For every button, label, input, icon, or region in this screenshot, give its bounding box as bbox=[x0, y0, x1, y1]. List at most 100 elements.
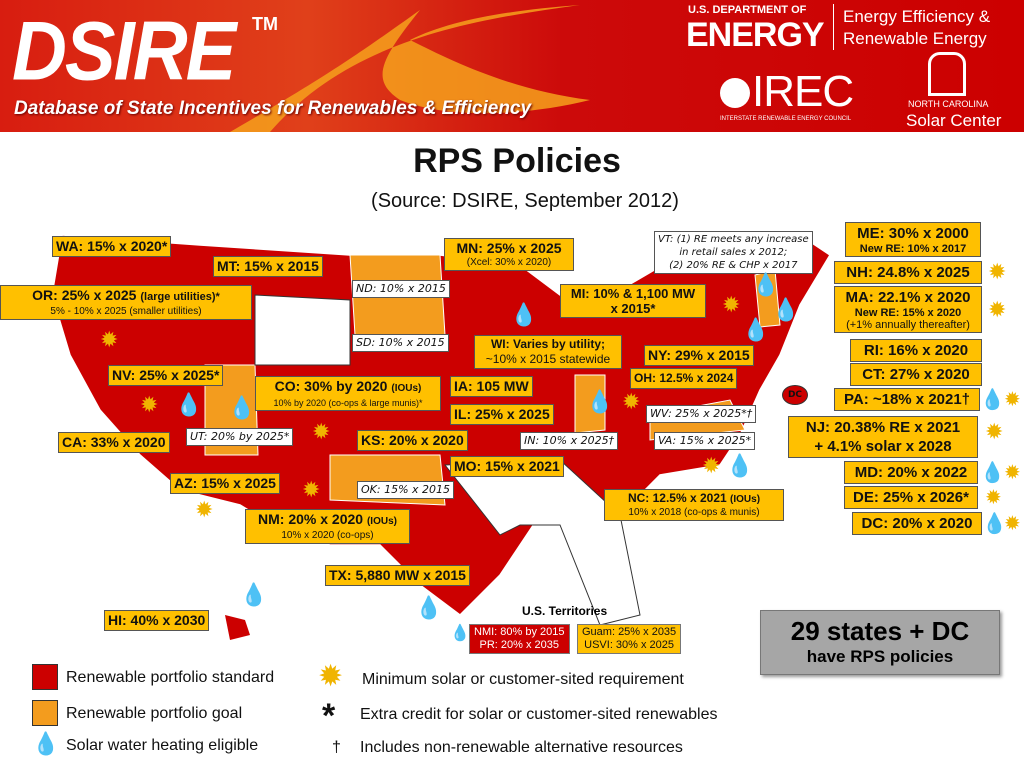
label-ia: IA: 105 MW bbox=[450, 376, 533, 397]
label-wv: WV: 25% x 2025*† bbox=[646, 405, 757, 423]
nj-2: + 4.1% solar x 2028 bbox=[814, 438, 952, 455]
legend-nonrenewable: Includes non-renewable alternative resou… bbox=[360, 739, 683, 756]
sun-icon: ✹ bbox=[318, 659, 344, 694]
label-nj: NJ: 20.38% RE x 2021 + 4.1% solar x 2028 bbox=[788, 416, 978, 458]
tagline: Database of State Incentives for Renewab… bbox=[14, 98, 532, 119]
water-drop-icon: 💧 bbox=[752, 273, 780, 298]
legend-water: Solar water heating eligible bbox=[66, 737, 259, 754]
label-dc: DC: 20% x 2020 bbox=[852, 512, 982, 535]
water-drop-icon: 💧 bbox=[175, 393, 203, 418]
sun-icon: ✹ bbox=[1004, 460, 1021, 484]
mi-2: x 2015* bbox=[610, 301, 656, 316]
label-va: VA: 15% x 2025* bbox=[654, 432, 756, 450]
asterisk-icon: * bbox=[322, 697, 336, 735]
water-drop-icon: 💧 bbox=[980, 387, 1005, 411]
legend-goal: Renewable portfolio goal bbox=[66, 705, 243, 722]
water-drop-icon: 💧 bbox=[982, 511, 1007, 535]
indiana-region bbox=[574, 374, 606, 434]
label-sd: SD: 10% x 2015 bbox=[352, 334, 449, 352]
ma-sub: New RE: 15% x 2020 bbox=[854, 307, 962, 319]
label-wi: WI: Varies by utility; ~10% x 2015 statew… bbox=[474, 335, 622, 369]
sun-icon: ✹ bbox=[140, 393, 159, 418]
nm-sub: 10% x 2020 (co-ops) bbox=[281, 530, 374, 541]
ma-sub2: (+1% annually thereafter) bbox=[846, 319, 970, 331]
water-drop-icon: 💧 bbox=[772, 298, 800, 323]
eere-logo: Energy Efficiency & Renewable Energy bbox=[843, 6, 990, 50]
or-main: OR: 25% x 2025 bbox=[32, 287, 137, 303]
nm-main: NM: 20% x 2020 bbox=[258, 511, 364, 527]
header-banner: DSIRE TM Database of State Incentives fo… bbox=[0, 0, 1024, 132]
wi-2: ~10% x 2015 statewide bbox=[485, 352, 611, 366]
or-tag: (large utilities)* bbox=[140, 291, 220, 303]
co-tag: (IOUs) bbox=[391, 383, 422, 394]
or-sub: 5% - 10% x 2025 (smaller utilities) bbox=[50, 306, 202, 317]
ncsc-logo: Solar Center bbox=[906, 111, 1002, 130]
page-title: RPS Policies bbox=[413, 142, 621, 180]
territories-standard-box: NMI: 80% by 2015 PR: 20% x 2035 bbox=[469, 624, 570, 654]
label-wa: WA: 15% x 2020* bbox=[52, 236, 172, 257]
vt-1: VT: (1) RE meets any increase bbox=[658, 234, 809, 245]
territories-title: U.S. Territories bbox=[522, 604, 608, 618]
label-ri: RI: 16% x 2020 bbox=[850, 339, 982, 362]
label-md: MD: 20% x 2022 bbox=[844, 461, 978, 484]
mn-main: MN: 25% x 2025 bbox=[456, 240, 562, 256]
sun-icon: ✹ bbox=[702, 454, 721, 479]
water-drop-icon: 💧 bbox=[415, 596, 443, 621]
label-oh: OH: 12.5% x 2024 bbox=[630, 368, 738, 389]
water-drop-icon: 💧 bbox=[586, 390, 614, 415]
hawaii bbox=[225, 615, 250, 640]
dsire-logo: DSIRE bbox=[12, 4, 236, 99]
sun-icon: ✹ bbox=[195, 498, 214, 523]
co-sub: 10% by 2020 (co-ops & large munis)* bbox=[273, 398, 423, 408]
label-mo: MO: 15% x 2021 bbox=[450, 456, 564, 477]
solar-house-icon bbox=[928, 52, 966, 96]
ncsc-line1: NORTH CAROLINA bbox=[908, 99, 989, 109]
summary-box: 29 states + DC have RPS policies bbox=[760, 610, 1000, 675]
water-drop-icon: 💧 bbox=[726, 454, 754, 479]
nc-sub: 10% x 2018 (co-ops & munis) bbox=[628, 507, 760, 518]
sun-icon: ✹ bbox=[100, 328, 119, 353]
water-drop-icon: 💧 bbox=[450, 623, 470, 642]
mi-main: MI: 10% & 1,100 MW bbox=[570, 286, 696, 301]
sun-icon: ✹ bbox=[1004, 511, 1021, 535]
label-ok: OK: 15% x 2015 bbox=[357, 481, 455, 499]
label-co: CO: 30% by 2020 (IOUs) 10% by 2020 (co-op… bbox=[255, 376, 441, 411]
label-hi: HI: 40% x 2030 bbox=[104, 610, 210, 631]
legend-swatch-standard bbox=[32, 664, 58, 690]
water-drop-icon: 💧 bbox=[742, 318, 770, 343]
label-nd: ND: 10% x 2015 bbox=[352, 280, 450, 298]
sun-icon: ✹ bbox=[312, 420, 331, 445]
doe-logo: ENERGY bbox=[686, 16, 825, 54]
water-drop-icon: 💧 bbox=[240, 583, 268, 608]
label-il: IL: 25% x 2025 bbox=[450, 404, 554, 425]
sun-icon: ✹ bbox=[622, 390, 641, 415]
water-drop-icon: 💧 bbox=[980, 460, 1005, 484]
legend-solar: Minimum solar or customer-sited requirem… bbox=[362, 671, 684, 688]
label-or: OR: 25% x 2025 (large utilities)* 5% - 10… bbox=[0, 285, 252, 320]
summary-line1: 29 states + DC bbox=[790, 616, 970, 646]
nc-tag: (IOUs) bbox=[730, 494, 761, 505]
irec-globe-icon bbox=[720, 78, 750, 108]
legend-standard: Renewable portfolio standard bbox=[66, 669, 275, 686]
label-me: ME: 30% x 2000 New RE: 10% x 2017 bbox=[845, 222, 981, 257]
dagger-icon: † bbox=[332, 739, 341, 756]
trademark: TM bbox=[252, 14, 278, 34]
me-main: ME: 30% x 2000 bbox=[857, 225, 969, 242]
eere-line2: Renewable Energy bbox=[843, 29, 987, 48]
eere-line1: Energy Efficiency & bbox=[843, 7, 991, 26]
vt-3: (2) 20% RE & CHP x 2017 bbox=[669, 260, 798, 271]
label-ct: CT: 27% x 2020 bbox=[850, 363, 982, 386]
doe-line1: U.S. DEPARTMENT OF bbox=[688, 4, 807, 16]
label-tx: TX: 5,880 MW x 2015 bbox=[325, 565, 470, 586]
label-nm: NM: 20% x 2020 (IOUs) 10% x 2020 (co-ops) bbox=[245, 509, 410, 544]
mn-sub: (Xcel: 30% x 2020) bbox=[466, 257, 552, 268]
label-nh: NH: 24.8% x 2025 bbox=[834, 261, 982, 284]
label-pa: PA: ~18% x 2021† bbox=[834, 388, 980, 411]
nm-tag: (IOUs) bbox=[366, 516, 397, 527]
territories-goal-box: Guam: 25% x 2035 USVI: 30% x 2025 bbox=[577, 624, 682, 654]
label-vt: VT: (1) RE meets any increase in retail s… bbox=[654, 231, 813, 274]
label-ut: UT: 20% by 2025* bbox=[186, 428, 294, 446]
ma-main: MA: 22.1% x 2020 bbox=[845, 289, 971, 306]
sun-icon: ✹ bbox=[302, 478, 321, 503]
label-ny: NY: 29% x 2015 bbox=[644, 345, 754, 366]
